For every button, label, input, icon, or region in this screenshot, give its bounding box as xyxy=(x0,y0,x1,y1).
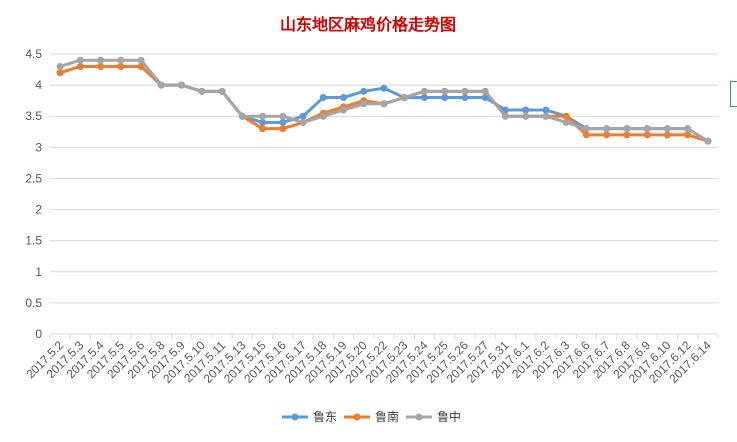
data-point xyxy=(380,84,388,92)
y-tick-label: 4.5 xyxy=(25,47,42,61)
data-point xyxy=(299,112,307,120)
data-point xyxy=(562,112,570,120)
y-tick-label: 3.5 xyxy=(25,109,42,123)
data-point xyxy=(603,131,611,139)
data-point xyxy=(319,94,327,102)
series-2 xyxy=(56,56,712,145)
data-point xyxy=(137,56,145,64)
data-point xyxy=(178,81,186,89)
data-point xyxy=(542,112,550,120)
legend: 鲁东 鲁南 鲁中 xyxy=(282,409,461,424)
data-point xyxy=(238,112,246,120)
data-point xyxy=(420,87,428,95)
data-point xyxy=(684,125,692,133)
legend-swatch-marker xyxy=(415,413,423,421)
data-point xyxy=(97,62,105,70)
data-point xyxy=(441,94,449,102)
data-point xyxy=(218,87,226,95)
data-point xyxy=(340,106,348,114)
data-point xyxy=(704,137,712,145)
legend-item[interactable]: 鲁南 xyxy=(344,409,399,424)
data-point xyxy=(420,94,428,102)
data-point xyxy=(56,69,64,77)
data-point xyxy=(663,131,671,139)
data-point xyxy=(340,94,348,102)
data-point xyxy=(663,125,671,133)
legend-swatch-marker xyxy=(291,413,299,421)
data-point xyxy=(117,62,125,70)
data-point xyxy=(562,118,570,126)
gridlines xyxy=(49,53,719,339)
data-point xyxy=(279,118,287,126)
legend-item[interactable]: 鲁东 xyxy=(282,410,337,424)
data-point xyxy=(117,56,125,64)
data-point xyxy=(380,100,388,108)
data-point xyxy=(481,87,489,95)
y-tick-label: 0 xyxy=(35,327,42,341)
data-point xyxy=(279,112,287,120)
data-point xyxy=(279,125,287,133)
data-point xyxy=(461,87,469,95)
data-point xyxy=(56,62,64,70)
data-point xyxy=(522,106,530,114)
series-lines xyxy=(56,56,712,145)
data-point xyxy=(76,62,84,70)
legend-item[interactable]: 鲁中 xyxy=(406,409,461,424)
legend-label: 鲁东 xyxy=(313,410,337,424)
data-point xyxy=(461,94,469,102)
data-point xyxy=(259,118,267,126)
legend-label: 鲁南 xyxy=(375,409,399,424)
data-point xyxy=(360,100,368,108)
data-point xyxy=(603,125,611,133)
y-tick-label: 1 xyxy=(35,265,42,279)
data-point xyxy=(299,118,307,126)
data-point xyxy=(522,112,530,120)
data-point xyxy=(259,112,267,120)
data-point xyxy=(97,56,105,64)
data-point xyxy=(542,106,550,114)
data-point xyxy=(400,94,408,102)
data-point xyxy=(198,87,206,95)
data-point xyxy=(623,125,631,133)
data-point xyxy=(441,87,449,95)
data-point xyxy=(623,131,631,139)
data-point xyxy=(76,56,84,64)
y-axis-ticks: 0 0.5 1 1.5 2 2.5 3 3.5 4 4.5 xyxy=(25,47,42,341)
y-tick-label: 4 xyxy=(35,78,42,92)
chart-title: 山东地区麻鸡价格走势图 xyxy=(280,15,456,34)
data-point xyxy=(643,125,651,133)
y-tick-label: 2.5 xyxy=(25,171,42,185)
data-point xyxy=(319,112,327,120)
y-tick-label: 0.5 xyxy=(25,296,42,310)
legend-swatch-marker xyxy=(353,413,361,421)
y-tick-label: 2 xyxy=(35,203,42,217)
data-point xyxy=(582,125,590,133)
data-point xyxy=(259,125,267,133)
y-tick-label: 3 xyxy=(35,140,42,154)
legend-label: 鲁中 xyxy=(437,409,461,424)
data-point xyxy=(501,112,509,120)
data-point xyxy=(582,131,590,139)
x-axis-ticks: 2017.5.22017.5.32017.5.42017.5.52017.5.6… xyxy=(23,338,714,386)
y-tick-label: 1.5 xyxy=(25,234,42,248)
selection-handle[interactable] xyxy=(730,81,737,107)
data-point xyxy=(684,131,692,139)
data-point xyxy=(643,131,651,139)
data-point xyxy=(360,87,368,95)
data-point xyxy=(157,81,165,89)
